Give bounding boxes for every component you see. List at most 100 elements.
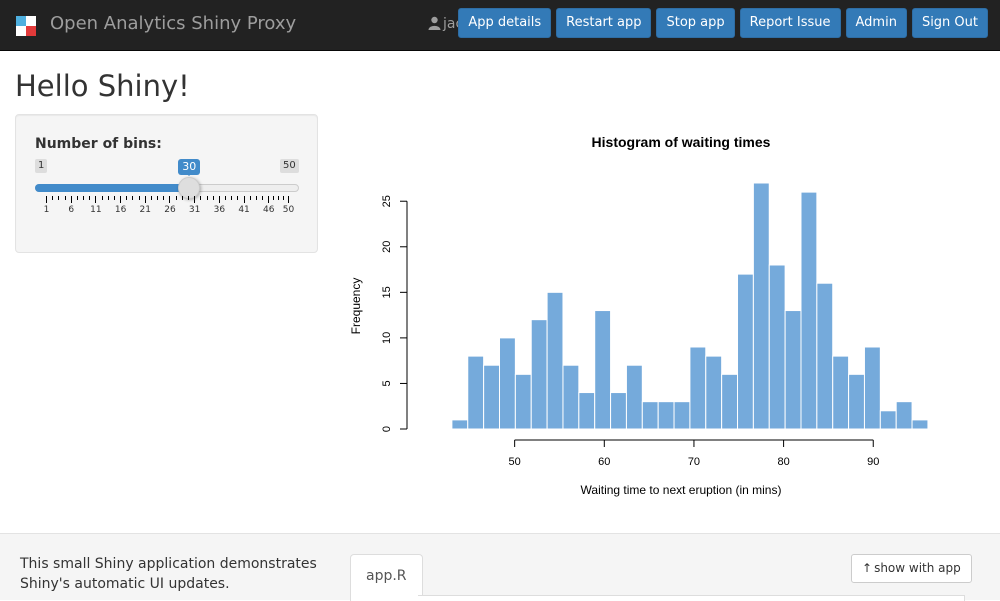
- user-icon: [428, 16, 441, 30]
- histogram-bar: [784, 310, 802, 430]
- histogram-bar: [705, 355, 723, 430]
- slider-tick: [243, 196, 245, 203]
- slider-minor-tick: [181, 196, 183, 200]
- slider-tick: [218, 196, 220, 203]
- app-description: This small Shiny application demonstrate…: [20, 556, 317, 592]
- slider-minor-tick: [113, 196, 115, 200]
- histogram-bar: [879, 410, 897, 430]
- slider-tick: [288, 196, 289, 203]
- slider-max-label: 50: [280, 159, 299, 173]
- histogram-bar: [641, 401, 659, 430]
- show-with-app-button[interactable]: ↑ show with app: [851, 554, 972, 583]
- y-tick-label: 10: [381, 332, 393, 344]
- app-details-button[interactable]: App details: [458, 8, 552, 38]
- y-tick-label: 5: [381, 380, 393, 386]
- histogram-bar: [752, 182, 770, 430]
- show-with-app-label: show with app: [874, 561, 961, 575]
- slider-minor-tick: [76, 196, 78, 200]
- slider-tick: [144, 196, 146, 203]
- slider-tick-label: 11: [90, 205, 102, 215]
- slider-minor-tick: [255, 196, 257, 200]
- x-axis-label: Waiting time to next eruption (in mins): [581, 483, 782, 497]
- slider-minor-tick: [163, 196, 165, 200]
- slider-minor-tick: [262, 196, 264, 200]
- slider-minor-tick: [126, 196, 128, 200]
- sign-out-button[interactable]: Sign Out: [911, 8, 988, 38]
- histogram-bar: [657, 401, 675, 430]
- slider-tick: [268, 196, 270, 203]
- admin-button[interactable]: Admin: [845, 8, 907, 38]
- histogram-bar: [578, 392, 596, 430]
- slider-minor-tick: [249, 196, 251, 200]
- slider-minor-tick: [89, 196, 91, 200]
- histogram-chart: Histogram of waiting times 0 5 10 15 20 25 Freq…: [340, 125, 980, 510]
- histogram-bar: [594, 310, 612, 430]
- chart-title: Histogram of waiting times: [592, 134, 771, 150]
- slider-minor-tick: [64, 196, 66, 200]
- slider-minor-tick: [187, 196, 189, 200]
- x-tick-label: 60: [598, 456, 610, 468]
- histogram-bar: [768, 264, 786, 430]
- x-tick-label: 50: [509, 456, 521, 468]
- slider-bar: [35, 184, 190, 192]
- slider-tick-label: 31: [188, 205, 201, 215]
- histogram-bar: [689, 346, 707, 430]
- slider-ticks: 1 6 11 16 21 26 31 36 41 46 50: [16, 196, 316, 226]
- slider-value-label: 30: [178, 159, 201, 176]
- histogram-bar: [610, 392, 627, 430]
- histogram-bar: [816, 282, 834, 430]
- page-title: Hello Shiny!: [15, 69, 190, 103]
- x-tick-label: 80: [777, 456, 789, 468]
- slider-tick: [70, 196, 72, 203]
- slider-handle[interactable]: [178, 177, 201, 199]
- slider-tick-label: 36: [213, 205, 226, 215]
- slider-tick-label: 41: [238, 205, 250, 215]
- slider-minor-tick: [138, 196, 140, 200]
- x-tick-label: 90: [867, 456, 879, 468]
- bins-label: Number of bins:: [35, 136, 162, 152]
- slider-tick-label: 26: [164, 205, 176, 215]
- y-tick-label: 15: [381, 286, 393, 298]
- y-tick-label: 20: [381, 241, 393, 253]
- slider-tick: [194, 196, 196, 203]
- slider-tick-label: 1: [43, 205, 50, 215]
- tab-app-r[interactable]: app.R: [350, 554, 423, 601]
- slider-tick-label: 50: [282, 205, 295, 215]
- histogram-bar: [895, 401, 913, 430]
- slider-minor-tick: [58, 196, 60, 200]
- histogram-bar: [721, 373, 739, 430]
- slider-minor-tick: [278, 196, 280, 200]
- histogram-bar: [562, 364, 580, 430]
- histogram-bar: [848, 373, 865, 430]
- stop-app-button[interactable]: Stop app: [656, 8, 735, 38]
- slider-minor-tick: [273, 196, 275, 200]
- slider-tick: [95, 196, 97, 203]
- brand-title[interactable]: Open Analytics Shiny Proxy: [50, 13, 297, 34]
- y-tick-label: 25: [381, 195, 393, 207]
- slider-tick-label: 46: [263, 205, 275, 215]
- showcase-panel: This small Shiny application demonstrate…: [0, 533, 1000, 601]
- histogram-bar: [863, 346, 881, 430]
- slider-tick: [169, 196, 171, 203]
- slider-minor-tick: [52, 196, 54, 200]
- slider-tick: [120, 196, 122, 203]
- slider-minor-tick: [206, 196, 208, 200]
- sidebar-panel: Number of bins: 1 50 30 1 6 11 16 21 26 31 36 41…: [15, 114, 318, 253]
- slider-minor-tick: [175, 196, 177, 200]
- slider-minor-tick: [237, 196, 239, 200]
- restart-app-button[interactable]: Restart app: [556, 8, 652, 38]
- report-issue-button[interactable]: Report Issue: [739, 8, 841, 38]
- slider-minor-tick: [132, 196, 134, 200]
- y-tick-label: 0: [381, 426, 393, 432]
- histogram-bar: [498, 337, 516, 430]
- histogram-svg: Histogram of waiting times 0 5 10 15 20 25 Freq…: [349, 134, 929, 497]
- slider-tick-label: 16: [114, 205, 127, 215]
- y-axis-label: Frequency: [349, 278, 363, 335]
- histogram-bar: [483, 364, 500, 430]
- slider-minor-tick: [107, 196, 109, 200]
- slider-minor-tick: [150, 196, 152, 200]
- slider-tick: [46, 196, 47, 203]
- navbar: Open Analytics Shiny Proxy jack App deta…: [0, 0, 1000, 51]
- logo-icon: [16, 16, 36, 36]
- histogram-bar: [546, 291, 564, 430]
